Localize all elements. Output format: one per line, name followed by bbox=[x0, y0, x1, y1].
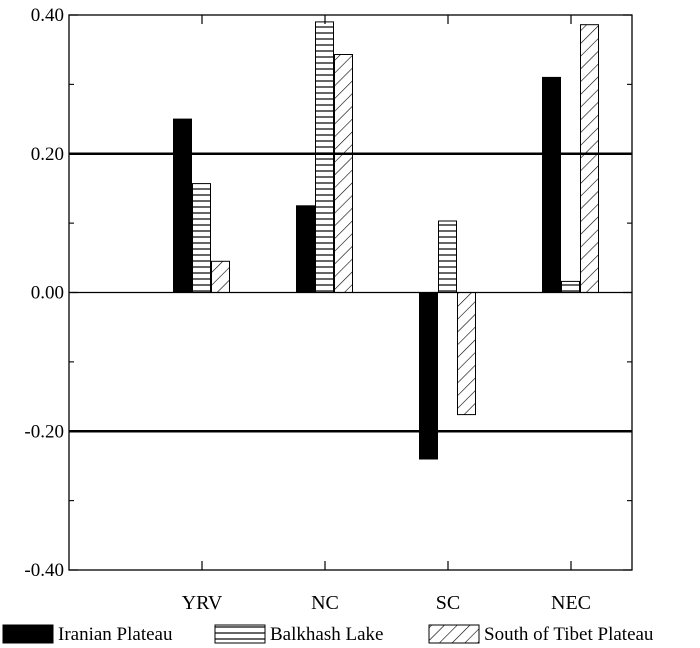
y-tick-label: 0.20 bbox=[31, 144, 64, 165]
y-tick-labels: -0.40 -0.20 0.00 0.20 0.40 bbox=[24, 5, 64, 581]
category-label-yrv: YRV bbox=[182, 592, 223, 614]
bar-iranian-plateau-sc bbox=[419, 292, 438, 460]
legend-label-south-of-tibet-plateau: South of Tibet Plateau bbox=[484, 624, 654, 645]
bar-balkhash-lake-nec bbox=[561, 280, 580, 293]
bar-south-of-tibet-plateau-sc bbox=[457, 292, 476, 416]
y-tick-label: 0.40 bbox=[31, 5, 64, 26]
bar-iranian-plateau-nc bbox=[296, 205, 315, 293]
category-label-sc: SC bbox=[436, 592, 460, 614]
bar-south-of-tibet-plateau-yrv bbox=[211, 260, 230, 293]
legend-swatch-iranian-plateau bbox=[2, 624, 54, 644]
bar-balkhash-lake-yrv bbox=[192, 183, 211, 294]
legend-label-balkhash-lake: Balkhash Lake bbox=[270, 624, 383, 645]
legend-swatch-south-of-tibet-plateau bbox=[428, 624, 480, 644]
bar-balkhash-lake-sc bbox=[438, 220, 457, 293]
category-labels: YRV NC SC NEC bbox=[182, 592, 591, 614]
y-tick-label: -0.20 bbox=[24, 421, 64, 442]
axes-group bbox=[69, 14, 632, 571]
bar-south-of-tibet-plateau-nec bbox=[580, 24, 599, 293]
category-label-nc: NC bbox=[311, 592, 339, 614]
bar-south-of-tibet-plateau-nc bbox=[334, 54, 353, 293]
legend: Iranian Plateau Balkhash Lake South of Tib… bbox=[2, 624, 654, 645]
y-tick-label: -0.40 bbox=[24, 560, 64, 581]
y-tick-label: 0.00 bbox=[31, 283, 64, 304]
bar-balkhash-lake-nc bbox=[315, 21, 334, 294]
legend-label-iranian-plateau: Iranian Plateau bbox=[58, 624, 173, 645]
bars-group bbox=[173, 21, 599, 460]
bar-iranian-plateau-yrv bbox=[173, 118, 192, 293]
category-label-nec: NEC bbox=[551, 592, 591, 614]
bar-iranian-plateau-nec bbox=[542, 76, 561, 294]
legend-swatch-balkhash-lake bbox=[214, 624, 266, 644]
